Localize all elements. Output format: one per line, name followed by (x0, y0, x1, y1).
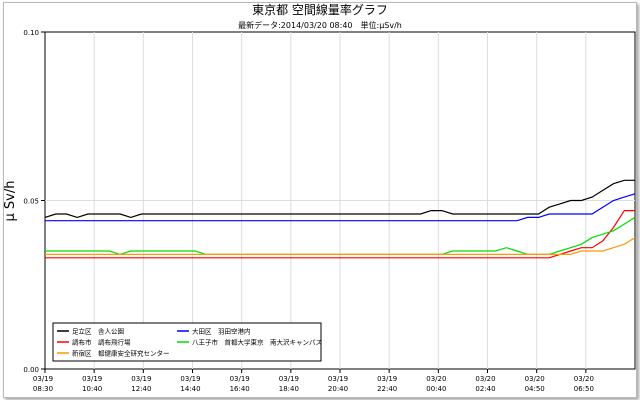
grid (45, 32, 635, 369)
series-lines (44, 179, 636, 259)
y-axis-label: μ Sv/h (3, 181, 18, 222)
series-line-1 (45, 193, 636, 222)
legend-label: 新宿区 都健康安全研究センター (72, 349, 170, 358)
legend-label: 八王子市 首都大学東京 南大沢キャンパス (192, 338, 322, 347)
x-tick-label-time: 08:30 (33, 385, 53, 393)
x-tick-label-date: 03/20 (475, 375, 495, 383)
legend-label: 足立区 舎人公園 (72, 327, 124, 336)
x-tick-label-time: 00:40 (426, 385, 446, 393)
x-tick-label-date: 03/19 (279, 375, 299, 383)
x-axis: 03/19 08:30 03/19 10:40 03/19 12:40 03/19 14:40… (33, 369, 594, 393)
x-tick-label-date: 03/19 (328, 375, 348, 383)
y-tick-label: 0.05 (23, 198, 39, 206)
legend-label: 大田区 羽田空港内 (192, 327, 251, 336)
x-tick-label-date: 03/19 (82, 375, 102, 383)
x-tick-label-time: 06:50 (574, 385, 594, 393)
series-line-4 (45, 237, 636, 255)
x-tick-label-date: 03/19 (230, 375, 250, 383)
chart-subtitle: 最新データ:2014/03/20 08:40 単位:μSv/h (238, 20, 402, 30)
x-tick-label-time: 12:40 (131, 385, 151, 393)
y-axis: 0.00 0.05 0.10 (23, 29, 45, 374)
x-tick-label-date: 03/20 (426, 375, 446, 383)
x-tick-label-date: 03/19 (131, 375, 151, 383)
chart-title: 東京都 空間線量率グラフ (252, 2, 388, 17)
y-tick-label: 0.10 (23, 29, 39, 37)
x-tick-label-time: 02:40 (475, 385, 495, 393)
x-tick-label-date: 03/19 (33, 375, 53, 383)
x-tick-label-date: 03/20 (574, 375, 594, 383)
x-tick-label-date: 03/20 (525, 375, 545, 383)
legend-label: 調布市 調布飛行場 (72, 338, 131, 347)
x-tick-label-date: 03/19 (377, 375, 397, 383)
x-tick-label-time: 20:40 (328, 385, 348, 393)
series-line-2 (45, 210, 635, 259)
y-tick-label: 0.00 (23, 366, 39, 374)
x-tick-label-time: 10:40 (82, 385, 102, 393)
series-line-0 (44, 179, 635, 219)
x-tick-label-time: 18:40 (279, 385, 299, 393)
x-tick-label-time: 14:40 (180, 385, 200, 393)
x-tick-label-time: 22:40 (377, 385, 397, 393)
x-tick-label-time: 16:40 (230, 385, 250, 393)
x-tick-label-date: 03/19 (180, 375, 200, 383)
x-tick-label-time: 04:50 (525, 385, 545, 393)
